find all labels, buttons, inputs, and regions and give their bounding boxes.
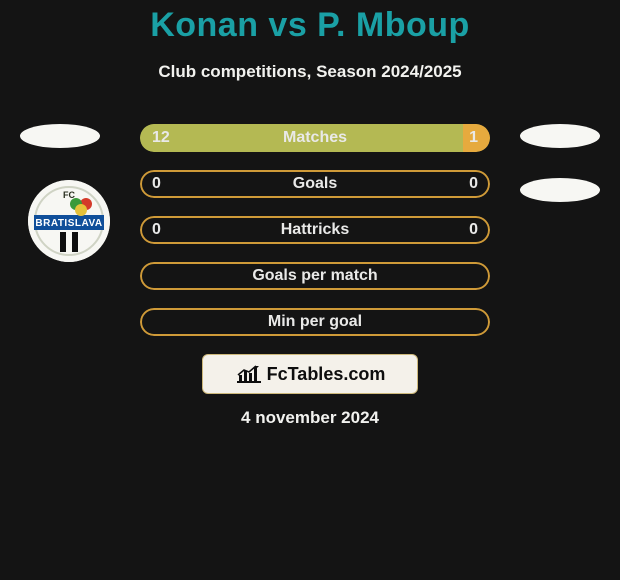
right-club-ellipse	[520, 178, 600, 202]
stat-label: Goals per match	[140, 262, 490, 290]
date-text: 4 november 2024	[241, 408, 379, 427]
stat-label: Goals	[140, 170, 490, 198]
stat-label: Hattricks	[140, 216, 490, 244]
club-badge-inner: FC BRATISLAVA	[28, 180, 110, 262]
subtitle: Club competitions, Season 2024/2025	[0, 62, 620, 82]
stat-bar-min-per-goal: Min per goal	[140, 308, 490, 336]
subtitle-text: Club competitions, Season 2024/2025	[158, 62, 461, 81]
stat-bar-goals: 00Goals	[140, 170, 490, 198]
stat-label: Matches	[140, 124, 490, 152]
stat-label: Min per goal	[140, 308, 490, 336]
title-text: Konan vs P. Mboup	[150, 6, 470, 44]
date-text-wrap: 4 november 2024	[0, 408, 620, 428]
logo-text: FcTables.com	[267, 364, 386, 385]
page-title: Konan vs P. Mboup	[0, 6, 620, 45]
comparison-canvas: Konan vs P. Mboup Club competitions, Sea…	[0, 0, 620, 580]
left-club-badge: FC BRATISLAVA	[28, 180, 110, 262]
stat-bar-matches: 121Matches	[140, 124, 490, 152]
bars-chart-icon	[235, 363, 263, 385]
stat-bar-goals-per-match: Goals per match	[140, 262, 490, 290]
right-player-ellipse	[520, 124, 600, 148]
club-badge-svg: FC BRATISLAVA	[28, 180, 110, 262]
stat-bar-hattricks: 00Hattricks	[140, 216, 490, 244]
club-band-text: BRATISLAVA	[35, 218, 102, 229]
left-player-ellipse	[20, 124, 100, 148]
fctables-logo[interactable]: FcTables.com	[202, 354, 418, 394]
